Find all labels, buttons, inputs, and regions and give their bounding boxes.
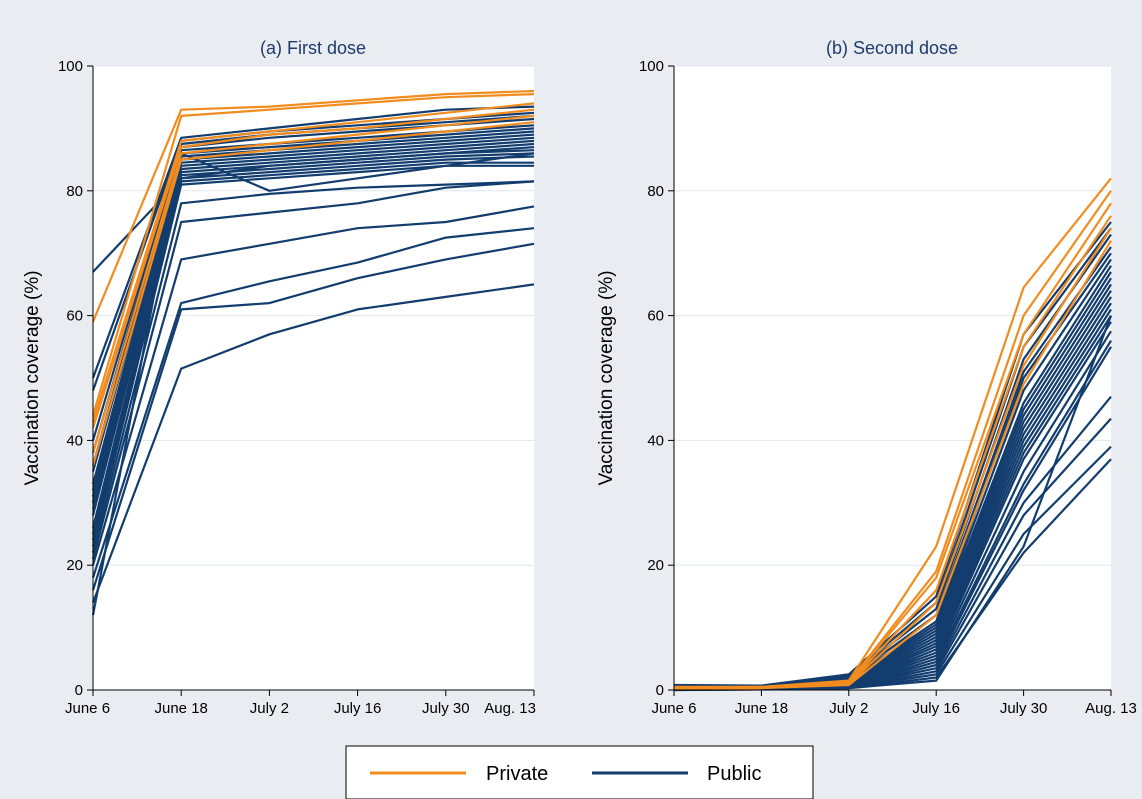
y-ticks: 0 20 40 60 80 100 (58, 58, 93, 699)
y-tick-label: 100 (639, 58, 664, 75)
legend: Private Public (345, 745, 814, 799)
legend-label-private: Private (486, 763, 548, 785)
x-tick-label: July 30 (1000, 700, 1048, 717)
series-line-public (91, 283, 535, 603)
series-line-private (91, 93, 535, 416)
y-tick-label: 20 (647, 557, 664, 574)
series-line-public (91, 242, 535, 591)
x-tick-label: June 18 (735, 700, 788, 717)
series-line-public (91, 180, 535, 560)
y-tick-label: 40 (647, 432, 664, 449)
x-ticks: June 6 June 18 July 2 July 16 July 30 Aug. 13 (651, 690, 1137, 717)
plot-area (674, 66, 1111, 690)
x-tick-label: June 18 (155, 700, 208, 717)
series-line-private (673, 240, 1112, 690)
series-line-public (91, 164, 534, 547)
y-tick-label: 0 (75, 682, 83, 699)
panel-title: (b) Second dose (826, 38, 958, 58)
x-tick-label: July 30 (422, 700, 470, 717)
series-line-private (91, 108, 535, 429)
series-line-private (91, 121, 535, 466)
legend-label-public: Public (707, 763, 761, 785)
series-lines (673, 177, 1113, 692)
series-line-private (91, 114, 535, 454)
x-tick-label: July 2 (829, 700, 868, 717)
y-tick-label: 60 (647, 308, 664, 325)
x-ticks: June 6 June 18 July 2 July 16 July 30 Aug. 13 (65, 690, 536, 717)
y-axis-label: Vaccination coverage (%) (22, 270, 43, 485)
series-line-public (91, 152, 535, 616)
gridlines (674, 65, 1111, 566)
y-tick-label: 0 (656, 682, 664, 699)
x-tick-label: Aug. 13 (484, 700, 536, 717)
x-tick-label: Aug. 13 (1085, 700, 1137, 717)
y-tick-label: 100 (58, 58, 83, 75)
series-line-private (91, 102, 535, 423)
x-tick-label: July 16 (334, 700, 382, 717)
y-ticks: 0 20 40 60 80 100 (639, 58, 674, 699)
y-axis-label: Vaccination coverage (%) (596, 270, 617, 485)
y-tick-label: 40 (66, 432, 83, 449)
y-tick-label: 80 (66, 183, 83, 200)
series-line-private (91, 89, 535, 323)
series-line-public (91, 180, 535, 553)
y-tick-label: 20 (66, 557, 83, 574)
series-lines (91, 89, 535, 616)
x-tick-label: July 16 (912, 700, 960, 717)
x-tick-label: June 6 (651, 700, 696, 717)
x-tick-label: June 6 (65, 700, 110, 717)
panel-title: (a) First dose (260, 38, 366, 58)
series-line-public (91, 205, 535, 566)
series-line-public (91, 227, 535, 579)
x-tick-label: July 2 (250, 700, 289, 717)
y-tick-label: 60 (66, 308, 83, 325)
y-tick-label: 80 (647, 183, 664, 200)
series-line-public (91, 105, 535, 379)
